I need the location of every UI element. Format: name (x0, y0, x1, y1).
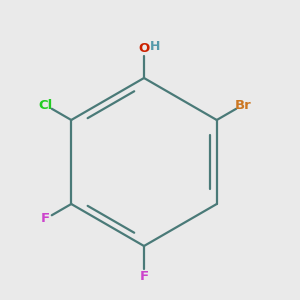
Text: F: F (140, 269, 148, 283)
Text: Cl: Cl (38, 98, 52, 112)
Text: O: O (138, 41, 150, 55)
Text: Br: Br (234, 98, 251, 112)
Text: F: F (41, 212, 50, 226)
Text: H: H (150, 40, 161, 53)
